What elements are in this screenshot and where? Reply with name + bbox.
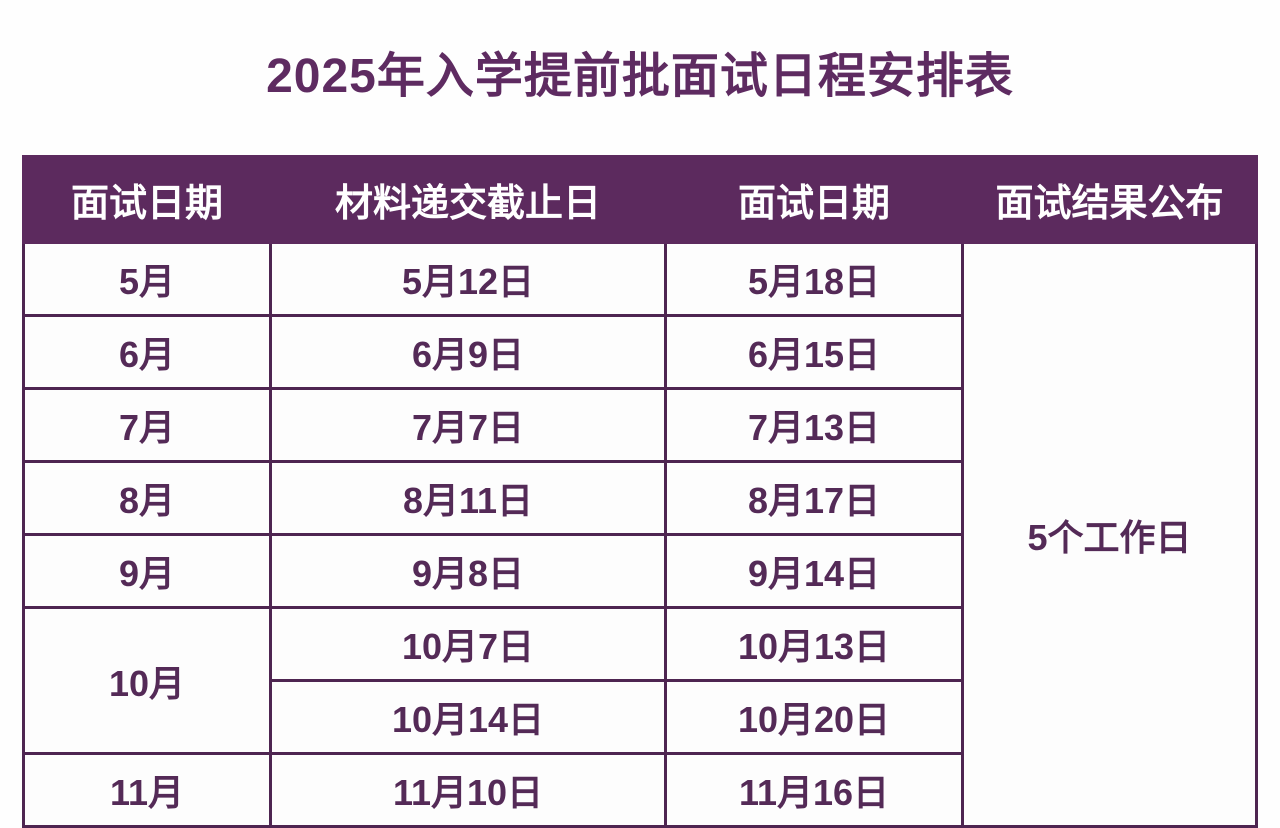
- col-header-material-deadline: 材料递交截止日: [269, 155, 667, 244]
- interview-date-cell: 5月18日: [664, 241, 964, 317]
- table-row: 10月 10月7日 10月13日: [22, 606, 1257, 755]
- interview-date-cell: 7月13日: [664, 387, 964, 463]
- month-cell: 10月: [22, 606, 272, 755]
- month-cell: 6月: [22, 314, 272, 390]
- table-row: 9月 9月8日 9月14日: [22, 533, 1257, 609]
- month-cell: 9月: [22, 533, 272, 609]
- result-cell: 5个工作日: [961, 241, 1258, 828]
- interview-date-cell: 8月17日: [664, 460, 964, 536]
- col-header-interview-month: 面试日期: [22, 155, 272, 244]
- table-row: 6月 6月9日 6月15日: [22, 314, 1257, 390]
- month-cell: 5月: [22, 241, 272, 317]
- table-row: 8月 8月11日 8月17日: [22, 460, 1257, 536]
- col-header-result-announcement: 面试结果公布: [961, 155, 1258, 244]
- col-header-interview-date: 面试日期: [664, 155, 964, 244]
- month-cell: 8月: [22, 460, 272, 536]
- deadline-cell: 9月8日: [269, 533, 667, 609]
- table-row: 7月 7月7日 7月13日: [22, 387, 1257, 463]
- month-cell: 7月: [22, 387, 272, 463]
- table-row: 10月14日 10月20日: [24, 679, 1257, 755]
- month-cell: 11月: [22, 752, 272, 828]
- interview-date-cell: 10月20日: [664, 679, 964, 755]
- deadline-cell: 7月7日: [269, 387, 667, 463]
- table-row: 5月 5月12日 5月18日 5个工作日: [22, 241, 1258, 828]
- page-title: 2025年入学提前批面试日程安排表: [266, 50, 1014, 103]
- interview-date-cell: 6月15日: [664, 314, 964, 390]
- interview-schedule-table: 面试日期 材料递交截止日 面试日期 面试结果公布 5月 5月12日 5月18日 …: [22, 155, 1258, 828]
- interview-date-cell: 11月16日: [664, 752, 964, 828]
- deadline-cell: 10月14日: [269, 679, 667, 755]
- interview-date-cell: 10月13日: [664, 606, 964, 682]
- deadline-cell: 8月11日: [269, 460, 667, 536]
- deadline-cell: 5月12日: [269, 241, 667, 317]
- interview-date-cell: 9月14日: [664, 533, 964, 609]
- deadline-cell: 6月9日: [269, 314, 667, 390]
- deadline-cell: 10月7日: [269, 606, 667, 682]
- table-row: 11月 11月10日 11月16日: [22, 752, 1257, 828]
- header-row: 面试日期 材料递交截止日 面试日期 面试结果公布: [22, 155, 1258, 244]
- deadline-cell: 11月10日: [269, 752, 667, 828]
